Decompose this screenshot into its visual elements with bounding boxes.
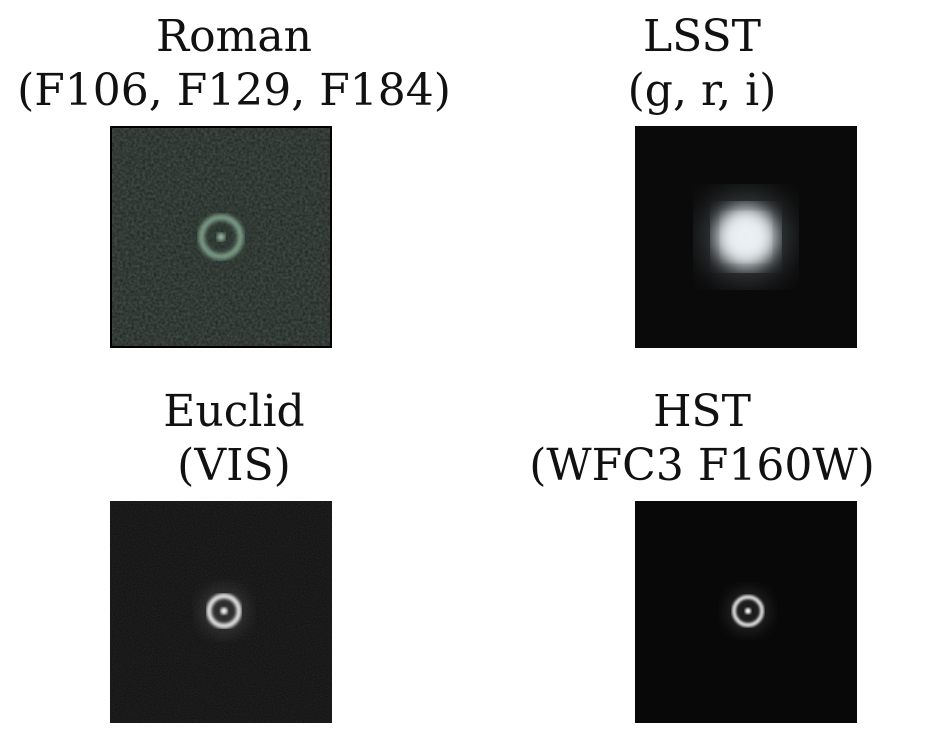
panel-title-line2: (VIS) xyxy=(177,440,291,491)
panel-title: HST (WFC3 F160W) xyxy=(468,385,936,493)
lens-image-euclid-svg xyxy=(110,501,332,723)
lens-image-hst-svg xyxy=(635,501,857,723)
panel-title-line1: HST xyxy=(653,386,751,437)
panel-title-line2: (WFC3 F160W) xyxy=(529,440,875,491)
panel-title-line2: (F106, F129, F184) xyxy=(17,65,451,116)
lens-image-hst xyxy=(635,501,857,723)
panel-title: Euclid (VIS) xyxy=(0,385,468,493)
panel-roman: Roman (F106, F129, F184) xyxy=(0,0,468,377)
lens-image-roman xyxy=(110,126,332,348)
panel-hst: HST (WFC3 F160W) xyxy=(468,377,936,754)
lens-image-euclid xyxy=(110,501,332,723)
panel-title-line1: Euclid xyxy=(163,386,305,437)
panel-euclid: Euclid (VIS) xyxy=(0,377,468,754)
panel-title: LSST (g, r, i) xyxy=(468,10,936,118)
lens-image-lsst xyxy=(635,126,857,348)
panel-title-line1: LSST xyxy=(642,11,762,62)
lens-image-roman-svg xyxy=(112,128,330,346)
panel-title-line1: Roman xyxy=(156,11,312,62)
lens-image-lsst-svg xyxy=(635,126,857,348)
panel-title-line2: (g, r, i) xyxy=(627,65,777,116)
panel-title: Roman (F106, F129, F184) xyxy=(0,10,468,118)
panel-lsst: LSST (g, r, i) xyxy=(468,0,936,377)
